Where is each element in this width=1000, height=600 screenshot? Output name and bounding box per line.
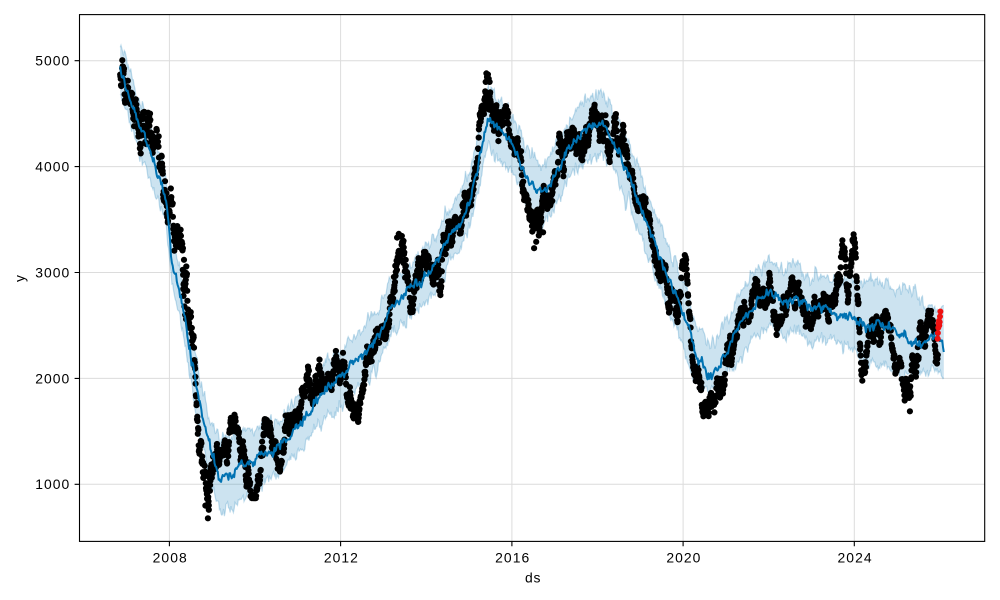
svg-text:4000: 4000 bbox=[35, 159, 70, 175]
svg-text:y: y bbox=[11, 275, 27, 282]
svg-text:2000: 2000 bbox=[35, 370, 70, 386]
svg-text:2016: 2016 bbox=[495, 550, 530, 566]
svg-text:5000: 5000 bbox=[35, 53, 70, 69]
svg-text:2008: 2008 bbox=[153, 550, 188, 566]
svg-text:1000: 1000 bbox=[35, 476, 70, 492]
svg-text:ds: ds bbox=[525, 570, 541, 586]
svg-text:2012: 2012 bbox=[324, 550, 359, 566]
svg-text:2024: 2024 bbox=[838, 550, 873, 566]
svg-text:2020: 2020 bbox=[666, 550, 701, 566]
svg-text:3000: 3000 bbox=[35, 264, 70, 280]
